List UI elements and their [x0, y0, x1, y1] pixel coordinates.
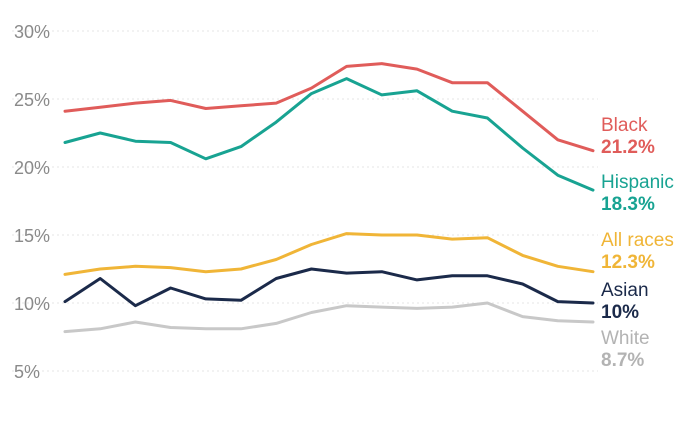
series-label-value: 10%: [601, 302, 639, 323]
y-tick-label: 25%: [14, 90, 50, 110]
series-label-name: All races: [601, 230, 674, 251]
series-label-value: 21.2%: [601, 137, 655, 158]
series-label-name: White: [601, 328, 650, 349]
series-line-hispanic: [63, 77, 595, 192]
series-label-value: 12.3%: [601, 252, 655, 273]
y-tick-label: 5%: [14, 362, 40, 382]
series-label-value: 18.3%: [601, 194, 655, 215]
series-line-white: [63, 301, 595, 334]
series-line-black: [63, 62, 595, 153]
y-axis-tick-labels: 5% 10% 15% 20% 25% 30%: [14, 22, 50, 382]
gridlines: [12, 30, 598, 372]
series-lines: [63, 62, 595, 334]
series-label-name: Hispanic: [601, 172, 674, 193]
y-tick-label: 20%: [14, 158, 50, 178]
series-line-all-races: [63, 232, 595, 276]
series-line-asian: [63, 267, 595, 308]
y-tick-label: 15%: [14, 226, 50, 246]
y-tick-label: 10%: [14, 294, 50, 314]
series-label-value: 8.7%: [601, 350, 644, 371]
y-tick-label: 30%: [14, 22, 50, 42]
series-label-name: Asian: [601, 280, 649, 301]
series-label-name: Black: [601, 115, 648, 136]
